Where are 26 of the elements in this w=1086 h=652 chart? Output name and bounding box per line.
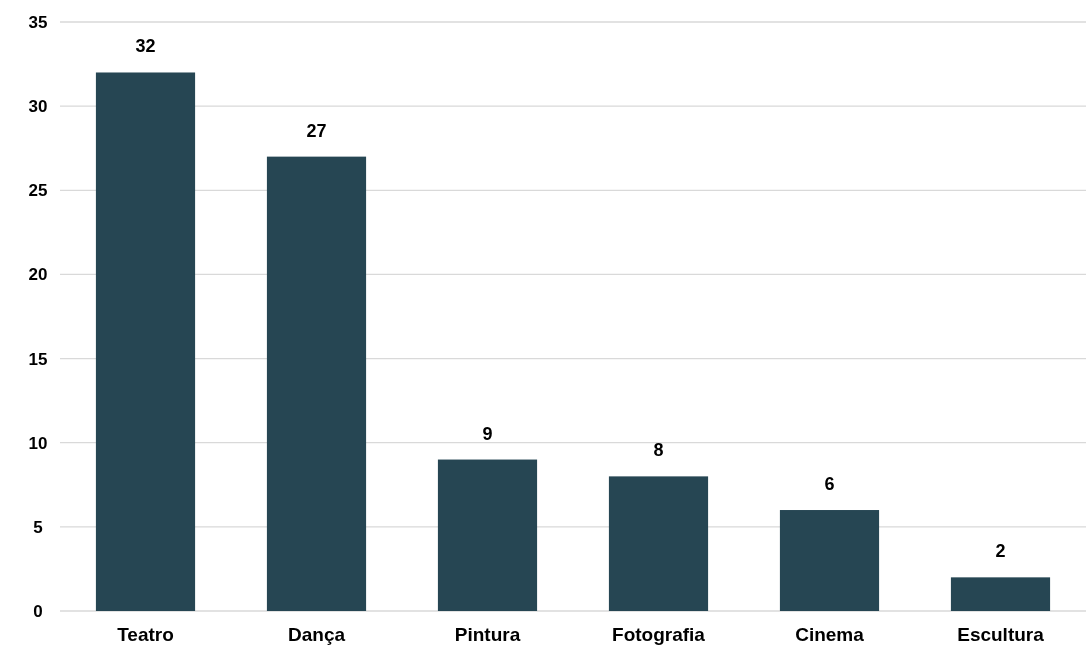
data-label: 8: [653, 440, 664, 461]
bar: [779, 510, 880, 611]
data-label: 27: [306, 120, 327, 141]
y-tick-label: 15: [28, 349, 48, 369]
bar: [950, 577, 1051, 611]
data-label: 32: [135, 36, 156, 57]
data-label: 2: [995, 541, 1006, 562]
y-tick-label: 20: [28, 265, 48, 285]
x-tick-label: Pintura: [454, 624, 521, 645]
bar: [266, 156, 367, 611]
y-tick-label: 25: [28, 181, 48, 201]
x-tick-label: Escultura: [957, 624, 1045, 645]
data-label: 9: [482, 423, 493, 444]
y-tick-label: 30: [28, 97, 48, 117]
y-tick-label: 5: [33, 517, 43, 537]
data-label: 6: [824, 474, 835, 495]
bar: [95, 72, 196, 611]
bar: [608, 476, 709, 611]
y-tick-label: 10: [28, 433, 48, 453]
x-tick-label: Teatro: [117, 624, 174, 645]
x-tick-label: Dança: [287, 624, 346, 645]
bar: [437, 459, 538, 611]
y-tick-label: 35: [28, 12, 48, 32]
x-tick-label: Cinema: [795, 624, 865, 645]
y-tick-label: 0: [33, 601, 43, 621]
x-tick-label: Fotografia: [612, 624, 706, 645]
